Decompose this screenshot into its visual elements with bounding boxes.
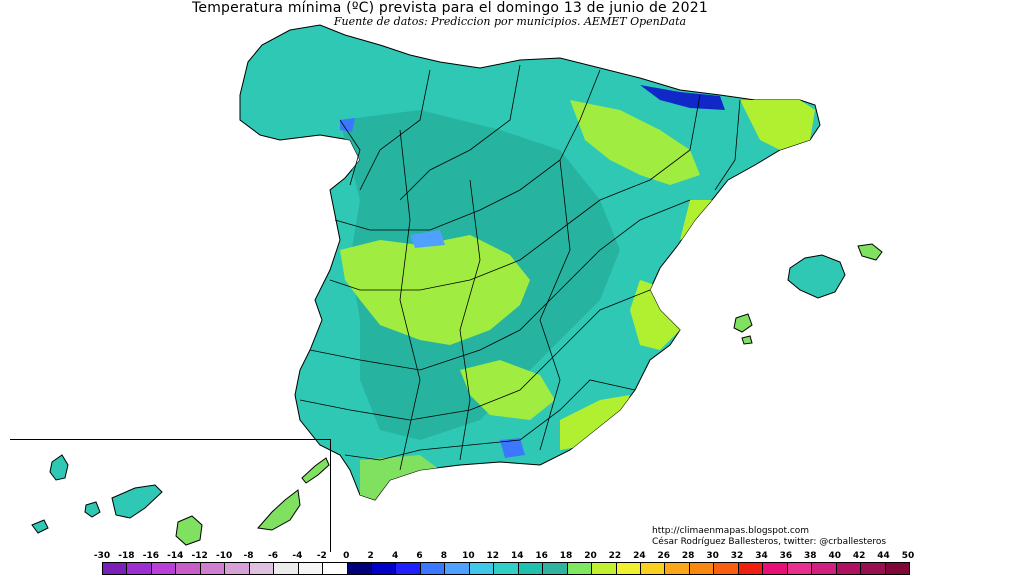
legend-swatch [787,563,813,574]
legend-swatch [567,563,593,574]
legend-swatch [371,563,397,574]
legend-label: -18 [118,551,135,561]
legend-label: 40 [828,551,841,561]
legend-label: 36 [779,551,793,561]
legend-label: -14 [167,551,184,561]
baleares-formentera [741,335,753,345]
map-subtitle: Fuente de datos: Prediccion por municipi… [333,15,687,28]
legend-label: 32 [730,551,744,561]
legend-label: -16 [142,551,159,561]
legend-label: 2 [367,551,374,561]
baleares-ibiza [733,313,753,333]
legend-label: 20 [584,551,597,561]
province-borders [299,64,741,471]
baleares-mallorca [787,254,846,299]
canary-islands [31,454,330,546]
legend-label: -30 [93,551,111,561]
legend-swatch [836,563,862,574]
legend-label: -4 [292,551,303,561]
legend-label: 30 [706,551,719,561]
legend-label: 14 [510,551,524,561]
legend-label: 24 [633,551,646,561]
credits-url: http://climaenmapas.blogspot.com [652,526,810,536]
legend-label: 42 [852,551,866,561]
legend-label: 18 [559,551,573,561]
legend-swatch [274,563,299,574]
legend-swatch [714,563,739,574]
legend-swatch [151,563,177,574]
legend-swatch [323,563,348,574]
legend-swatch [640,563,666,574]
baleares-menorca [857,243,883,261]
legend-label: 12 [486,551,500,561]
legend-swatch [518,563,544,574]
legend-swatch [812,563,837,574]
legend-swatch [665,563,690,574]
legend-swatch [885,563,909,574]
legend-label: 28 [681,551,695,561]
legend-labels: -30 -18 -16 -14 -12 -10 -8 -6 -4 -2 0 2 4 6 8 10 12 14 16 1… [90,551,920,563]
legend-swatch [592,563,617,574]
legend-label: 50 [901,551,915,561]
temperature-zones [340,85,815,500]
legend-label: 26 [657,551,671,561]
legend-swatch [298,563,324,574]
legend-swatch [249,563,275,574]
legend-label: 38 [804,551,817,561]
legend-label: 4 [391,551,399,561]
legend-label: 8 [440,551,448,561]
credits-author: César Rodríguez Ballesteros, twitter: @c… [652,537,887,547]
legend-label: 0 [343,551,350,561]
credits: http://climaenmapas.blogspot.com César R… [652,526,886,548]
legend-swatch [127,563,152,574]
legend-swatch [347,563,372,574]
legend-label: 10 [462,551,475,561]
legend-swatch [861,563,886,574]
legend-swatch [689,563,715,574]
legend-swatch [225,563,250,574]
legend-label: -2 [316,551,327,561]
color-legend-bar [102,562,910,575]
legend-label: -12 [191,551,208,561]
legend-label: 34 [755,551,768,561]
legend-label: -10 [215,551,233,561]
legend-swatch [494,563,519,574]
legend-swatch [445,563,470,574]
legend-label: -8 [243,551,254,561]
legend-swatch [103,563,128,574]
legend-swatch [396,563,421,574]
legend-label: 22 [608,551,622,561]
canary-inset-frame [10,439,331,552]
map-title: Temperatura mínima (ºC) prevista para el… [192,0,708,16]
legend-swatch [616,563,641,574]
legend-label: 16 [535,551,548,561]
legend-swatch [738,563,764,574]
legend-label: -6 [267,551,278,561]
legend-swatch [176,563,201,574]
legend-label: 44 [877,551,890,561]
legend-swatch [543,563,568,574]
legend-swatch [420,563,446,574]
legend-swatch [200,563,226,574]
legend-swatch [469,563,495,574]
legend-label: 6 [416,551,423,561]
legend-swatch [763,563,788,574]
